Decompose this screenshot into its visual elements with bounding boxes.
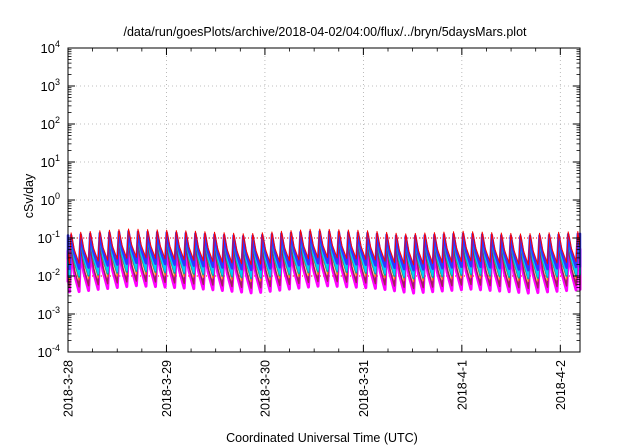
- y-tick-label: 103: [41, 77, 60, 94]
- x-tick-label: 2018-3-30: [258, 360, 272, 417]
- y-tick-exponent: -4: [52, 343, 60, 353]
- series-line: [67, 243, 581, 290]
- y-tick-label: 101: [41, 153, 60, 170]
- x-tick-label: 2018-4-1: [455, 360, 469, 410]
- series-group: [66, 228, 582, 295]
- y-tick-label: 10-4: [38, 343, 60, 360]
- x-tick-labels: 2018-3-28 2018-3-29 2018-3-30 2018-3-31 2018…: [62, 360, 568, 417]
- x-tick-label: 2018-3-29: [160, 360, 174, 417]
- grid: [67, 48, 580, 352]
- y-tick-exponent: -2: [52, 267, 60, 277]
- series-line: [67, 228, 581, 266]
- y-tick-label: 102: [41, 115, 60, 132]
- y-tick-label: 104: [41, 39, 60, 56]
- y-tick-base: 10: [41, 79, 55, 94]
- y-tick-base: 10: [41, 41, 55, 56]
- y-tick-label: 10-3: [38, 305, 60, 322]
- y-tick-label: 10-1: [38, 229, 60, 246]
- y-tick-base: 10: [38, 345, 52, 360]
- chart-title: /data/run/goesPlots/archive/2018-04-02/0…: [123, 25, 527, 39]
- y-tick-base: 10: [41, 117, 55, 132]
- y-tick-exponent: 4: [55, 39, 60, 49]
- y-tick-exponent: 3: [55, 77, 60, 87]
- y-tick-base: 10: [38, 231, 52, 246]
- y-tick-exponent: 0: [55, 191, 60, 201]
- series-line: [66, 230, 582, 272]
- y-tick-label: 10-2: [38, 267, 60, 284]
- y-tick-exponent: -1: [52, 229, 60, 239]
- y-tick-base: 10: [38, 269, 52, 284]
- x-tick-label: 2018-4-2: [554, 360, 568, 410]
- y-tick-exponent: -3: [52, 305, 60, 315]
- x-axis-label: Coordinated Universal Time (UTC): [226, 431, 418, 445]
- y-tick-exponent: 2: [55, 115, 60, 125]
- y-tick-base: 10: [38, 307, 52, 322]
- y-tick-exponent: 1: [55, 153, 60, 163]
- x-tick-label: 2018-3-28: [62, 360, 76, 417]
- x-tick-label: 2018-3-31: [357, 360, 371, 417]
- ticks: [67, 47, 580, 353]
- y-tick-base: 10: [41, 155, 55, 170]
- y-tick-label: 100: [41, 191, 60, 208]
- y-axis-label: cSv/day: [22, 173, 36, 218]
- y-tick-base: 10: [41, 193, 55, 208]
